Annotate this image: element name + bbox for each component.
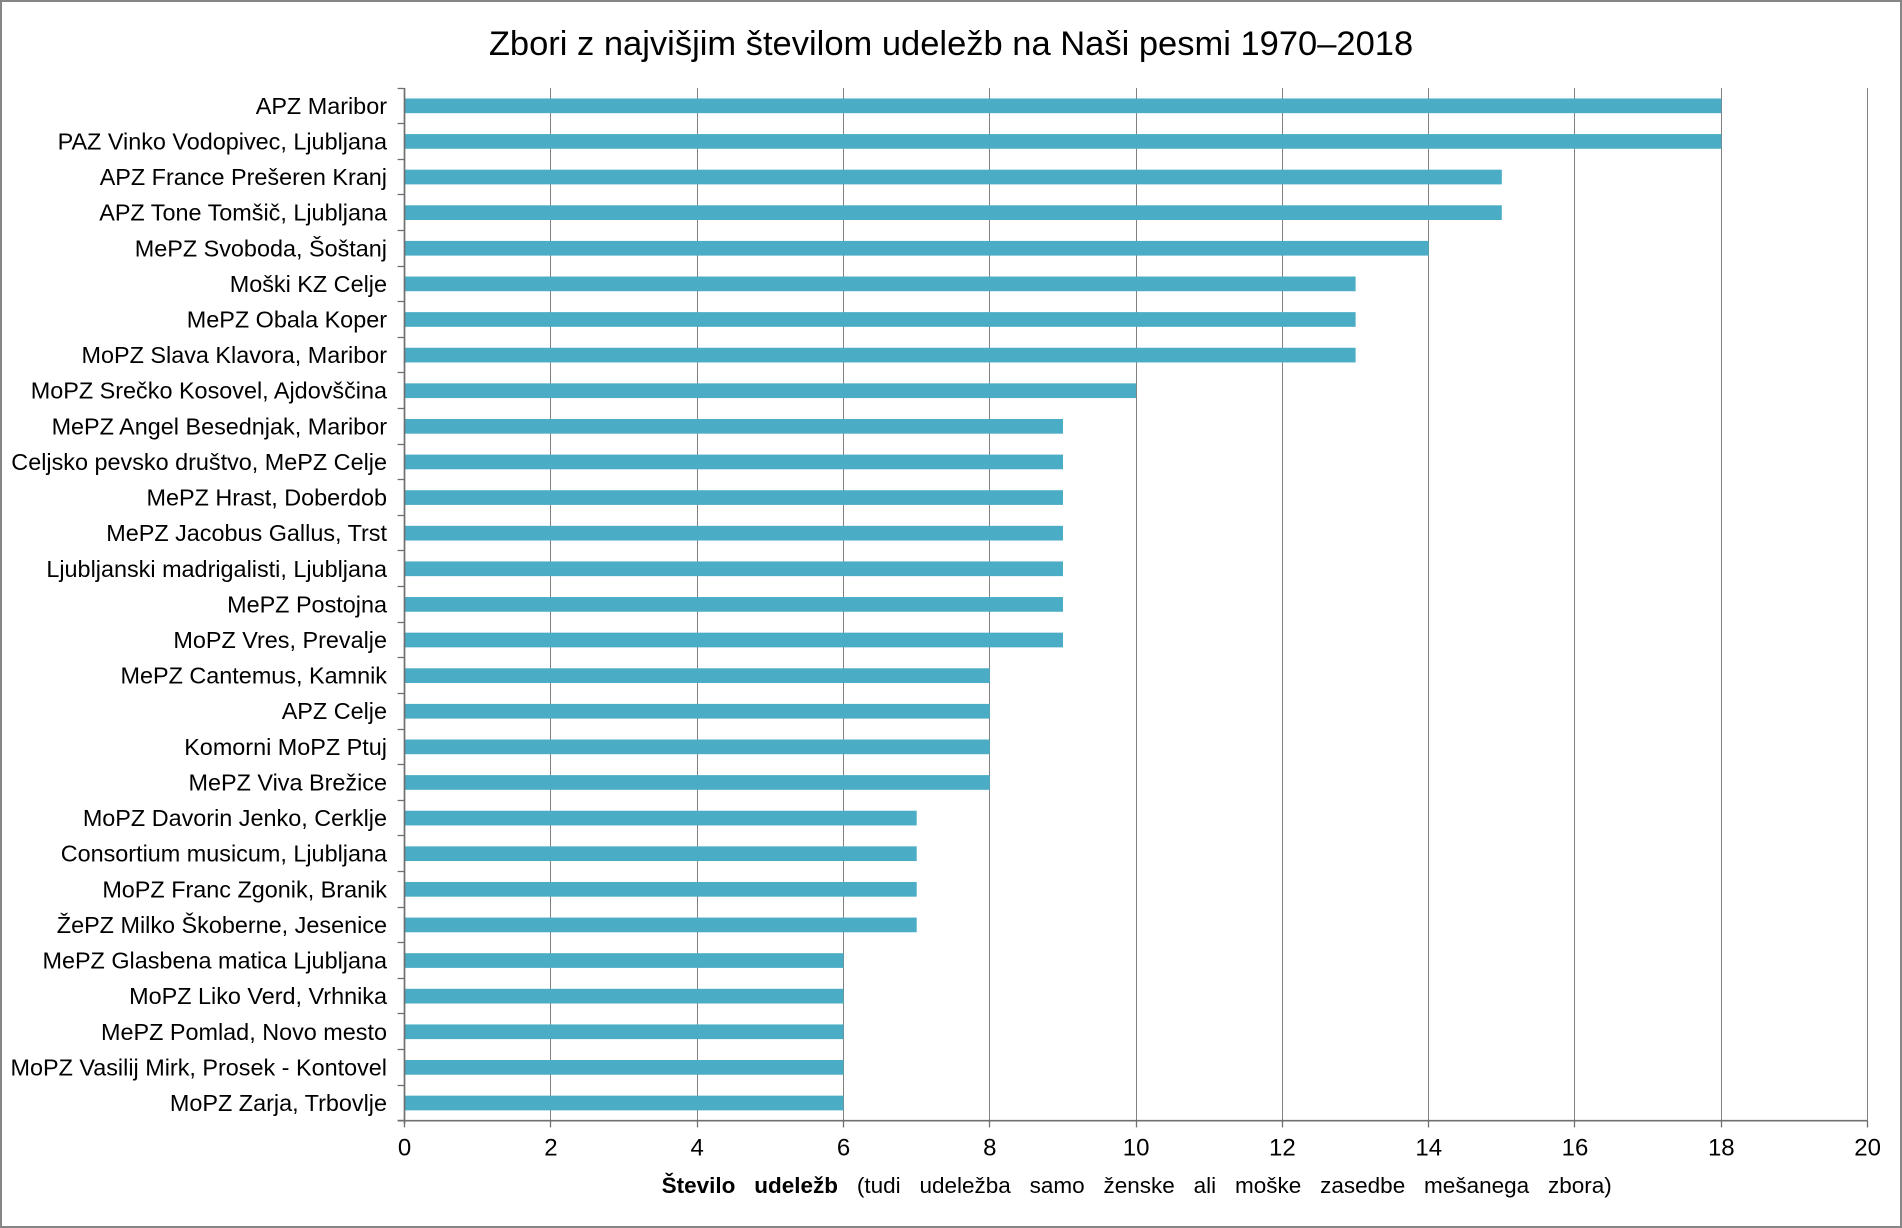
svg-text:MePZ Jacobus Gallus, Trst: MePZ Jacobus Gallus, Trst [106,520,387,546]
svg-text:MePZ Obala Koper: MePZ Obala Koper [187,306,387,332]
svg-text:Število udeležb (tudi udeležba: Število udeležb (tudi udeležba samo žens… [662,1173,1612,1198]
svg-text:MePZ Glasbena matica Ljubljana: MePZ Glasbena matica Ljubljana [42,948,388,974]
svg-text:Ljubljanski madrigalisti, Ljub: Ljubljanski madrigalisti, Ljubljana [46,556,388,582]
svg-text:APZ Maribor: APZ Maribor [256,93,387,119]
svg-text:PAZ Vinko Vodopivec, Ljubljana: PAZ Vinko Vodopivec, Ljubljana [58,128,388,154]
svg-text:0: 0 [398,1135,411,1162]
svg-text:18: 18 [1708,1135,1735,1162]
svg-text:MoPZ Vres, Prevalje: MoPZ Vres, Prevalje [173,627,387,653]
svg-text:Komorni MoPZ Ptuj: Komorni MoPZ Ptuj [184,734,387,760]
svg-text:MoPZ Srečko Kosovel, Ajdovščin: MoPZ Srečko Kosovel, Ajdovščina [31,378,388,404]
svg-text:MoPZ Davorin Jenko, Cerklje: MoPZ Davorin Jenko, Cerklje [83,805,387,831]
svg-text:MePZ Postojna: MePZ Postojna [227,591,388,617]
svg-text:MoPZ Franc Zgonik, Branik: MoPZ Franc Zgonik, Branik [102,876,387,902]
svg-text:2: 2 [544,1135,557,1162]
svg-text:MePZ Hrast, Doberdob: MePZ Hrast, Doberdob [147,485,388,511]
svg-text:MoPZ Slava Klavora, Maribor: MoPZ Slava Klavora, Maribor [82,342,388,368]
svg-text:MePZ Pomlad, Novo mesto: MePZ Pomlad, Novo mesto [101,1019,387,1045]
svg-text:MePZ Cantemus, Kamnik: MePZ Cantemus, Kamnik [121,663,388,689]
svg-text:16: 16 [1562,1135,1589,1162]
svg-text:APZ Celje: APZ Celje [282,698,387,724]
svg-text:Celjsko pevsko društvo, MePZ C: Celjsko pevsko društvo, MePZ Celje [11,449,387,475]
svg-text:MePZ Viva Brežice: MePZ Viva Brežice [189,769,387,795]
svg-text:14: 14 [1415,1135,1442,1162]
svg-text:MoPZ Vasilij Mirk, Prosek - Ko: MoPZ Vasilij Mirk, Prosek - Kontovel [10,1054,387,1080]
svg-text:MePZ Svoboda, Šoštanj: MePZ Svoboda, Šoštanj [135,234,387,261]
svg-text:8: 8 [983,1135,996,1162]
svg-text:Zbori z najvišjim številom ude: Zbori z najvišjim številom udeležb na Na… [489,25,1413,63]
svg-text:APZ France Prešeren Kranj: APZ France Prešeren Kranj [100,164,387,190]
svg-text:ŽePZ Milko Škoberne, Jesenice: ŽePZ Milko Škoberne, Jesenice [57,911,387,938]
svg-text:Consortium musicum, Ljubljana: Consortium musicum, Ljubljana [61,841,388,867]
svg-text:Moški KZ Celje: Moški KZ Celje [230,271,387,297]
svg-text:6: 6 [837,1135,850,1162]
svg-text:MoPZ Zarja, Trbovlje: MoPZ Zarja, Trbovlje [170,1090,387,1116]
svg-text:APZ Tone Tomšič, Ljubljana: APZ Tone Tomšič, Ljubljana [99,200,388,226]
svg-text:MoPZ Liko Verd, Vrhnika: MoPZ Liko Verd, Vrhnika [129,983,388,1009]
svg-text:12: 12 [1269,1135,1296,1162]
svg-text:4: 4 [691,1135,704,1162]
svg-text:10: 10 [1123,1135,1150,1162]
svg-text:MePZ Angel Besednjak, Maribor: MePZ Angel Besednjak, Maribor [52,413,388,439]
svg-text:20: 20 [1854,1135,1881,1162]
